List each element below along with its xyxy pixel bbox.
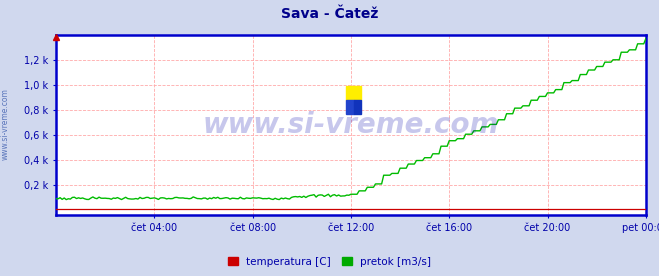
Legend: temperatura [C], pretok [m3/s]: temperatura [C], pretok [m3/s] (223, 253, 436, 271)
Bar (353, 86, 361, 100)
Text: www.si-vreme.com: www.si-vreme.com (1, 88, 10, 160)
Bar (347, 100, 353, 114)
Text: www.si-vreme.com: www.si-vreme.com (203, 111, 499, 139)
Text: Sava - Čatež: Sava - Čatež (281, 7, 378, 21)
Bar (353, 100, 361, 114)
Bar (347, 86, 353, 100)
